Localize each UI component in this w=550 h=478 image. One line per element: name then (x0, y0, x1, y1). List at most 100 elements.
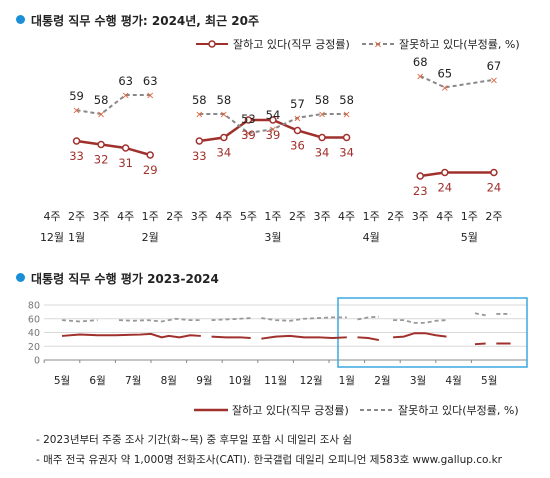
legend2-approve-label: 잘하고 있다(직무 긍정률) (232, 403, 349, 417)
week-tick-label: 2주 (68, 210, 85, 223)
disapprove-data-label: 58 (339, 93, 354, 107)
disapprove-data-label: 67 (487, 59, 502, 73)
disapprove-trend-segment (357, 315, 379, 321)
approve-point (195, 137, 204, 145)
month-tick-label: 7월 (125, 375, 141, 387)
approve-data-label: 24 (437, 181, 452, 195)
footnote-2: - 매주 전국 유권자 약 1,000명 전화조사(CATI). 한국갤럽 데일… (36, 454, 502, 466)
month-tick-label: 5월 (461, 231, 478, 244)
month-tick-label: 5월 (481, 375, 497, 387)
month-tick-label: 8월 (161, 375, 177, 387)
approve-point (97, 140, 105, 149)
disapprove-point: × (441, 83, 449, 94)
disapprove-line-segment (419, 75, 495, 89)
disapprove-data-label: 68 (413, 55, 428, 69)
legend-disapprove-label: 잘못하고 있다(부정률, %) (399, 37, 520, 51)
chart1-title: 대통령 직무 수행 평가: 2024년, 최근 20주 (16, 12, 259, 29)
approve-data-label: 34 (339, 146, 354, 160)
disapprove-data-label: 57 (290, 97, 305, 111)
approve-data-label: 24 (487, 181, 502, 195)
chart1-legend: 잘하고 있다(직무 긍정률) × 잘못하고 있다(부정률, %) (196, 37, 520, 51)
disapprove-point: × (146, 91, 154, 102)
y-tick-label: 80 (28, 301, 40, 312)
week-tick-label: 1주 (142, 210, 159, 223)
approve-point (220, 133, 228, 142)
approve-data-label: 33 (69, 149, 84, 163)
disapprove-point: × (244, 129, 252, 140)
legend-approve-marker (208, 40, 216, 48)
month-tick-label: 4월 (445, 375, 461, 387)
approve-point (441, 168, 449, 177)
approve-point (342, 133, 351, 142)
approve-trend-segment (357, 336, 380, 342)
week-tick-label: 2주 (166, 210, 183, 223)
month-tick-label: 4월 (363, 231, 380, 244)
legend-disapprove-marker: × (374, 40, 382, 51)
disapprove-data-label: 63 (143, 74, 158, 88)
approve-data-label: 32 (94, 153, 109, 167)
disapprove-data-label: 58 (315, 93, 330, 107)
chart1-data-labels: 33 32 31 29 33 34 39 39 36 34 34 23 24 24 59 58 63 63 58 58… (69, 55, 501, 198)
disapprove-point: × (195, 110, 203, 121)
approve-data-label: 39 (241, 128, 256, 142)
bullet-icon (16, 273, 25, 282)
disapprove-data-label: 59 (69, 89, 84, 103)
y-tick-label: 0 (34, 356, 40, 367)
month-tick-label: 1월 (68, 231, 85, 244)
y-tick-label: 60 (28, 314, 40, 325)
legend2-disapprove-label: 잘못하고 있다(부정률, %) (398, 403, 519, 417)
disapprove-trend-segment (61, 319, 98, 323)
week-tick-label: 1주 (363, 210, 380, 223)
approve-trend-segment (61, 332, 201, 339)
week-tick-label: 1주 (461, 210, 478, 223)
disapprove-point: × (97, 110, 105, 121)
approve-data-label: 29 (143, 163, 158, 177)
month-tick-label: 12월 (300, 375, 323, 387)
chart1-x-axis: 4주 2주 3주 4주 1주 2주 3주 4주 5주 1주 2주 3주 4주 1주 2주 3주 4주 1주 2주 12… (40, 210, 503, 244)
recent-period-highlight-box (337, 297, 528, 368)
month-tick-label: 5월 (54, 375, 70, 387)
chart2-title: 대통령 직무 수행 평가 2023-2024 (16, 270, 219, 287)
approve-point (416, 172, 424, 180)
approve-point (146, 151, 154, 159)
month-tick-label: 12월 (40, 231, 64, 244)
disapprove-data-label: 58 (192, 93, 207, 107)
approve-point (121, 144, 130, 152)
approve-trend-segment (474, 342, 486, 346)
week-tick-label: 1주 (264, 210, 281, 223)
chart2-x-axis: 5월 6월 7월 8월 9월 10월 11월 12월 1월 2월 3월 4월 5월 (43, 360, 497, 387)
week-tick-label: 3주 (93, 210, 110, 223)
month-tick-label: 2월 (374, 375, 390, 387)
approve-data-label: 23 (413, 184, 428, 198)
legend-approve-label: 잘하고 있다(직무 긍정률) (233, 37, 350, 51)
weekly-approval-chart: 잘하고 있다(직무 긍정률) × 잘못하고 있다(부정률, %) × × × × × × ×… (40, 37, 520, 244)
disapprove-data-label: 58 (217, 93, 232, 107)
approve-point (244, 116, 253, 124)
y-tick-label: 40 (28, 328, 40, 339)
disapprove-data-label: 58 (94, 93, 109, 107)
week-tick-label: 3주 (313, 210, 330, 223)
month-tick-label: 3월 (264, 231, 281, 244)
disapprove-point: × (416, 72, 424, 83)
disapprove-trend-segment (261, 316, 347, 322)
disapprove-data-label: 54 (266, 108, 281, 122)
bullet-icon (16, 15, 25, 24)
approve-data-label: 34 (315, 146, 330, 160)
approve-data-label: 36 (290, 139, 305, 153)
approve-data-label: 34 (217, 146, 232, 160)
disapprove-point: × (293, 113, 301, 124)
disapprove-trend-segment (211, 317, 251, 322)
week-tick-label: 2주 (289, 210, 306, 223)
month-tick-label: 10월 (228, 375, 251, 387)
disapprove-point: × (121, 91, 129, 102)
week-tick-label: 2주 (387, 210, 404, 223)
chart2-series (61, 312, 511, 346)
month-tick-label: 6월 (89, 375, 105, 387)
disapprove-data-label: 63 (118, 74, 133, 88)
approve-point (72, 137, 81, 145)
disapprove-point: × (490, 75, 498, 86)
disapprove-point: × (220, 110, 228, 121)
disapprove-trend-segment (393, 319, 447, 324)
